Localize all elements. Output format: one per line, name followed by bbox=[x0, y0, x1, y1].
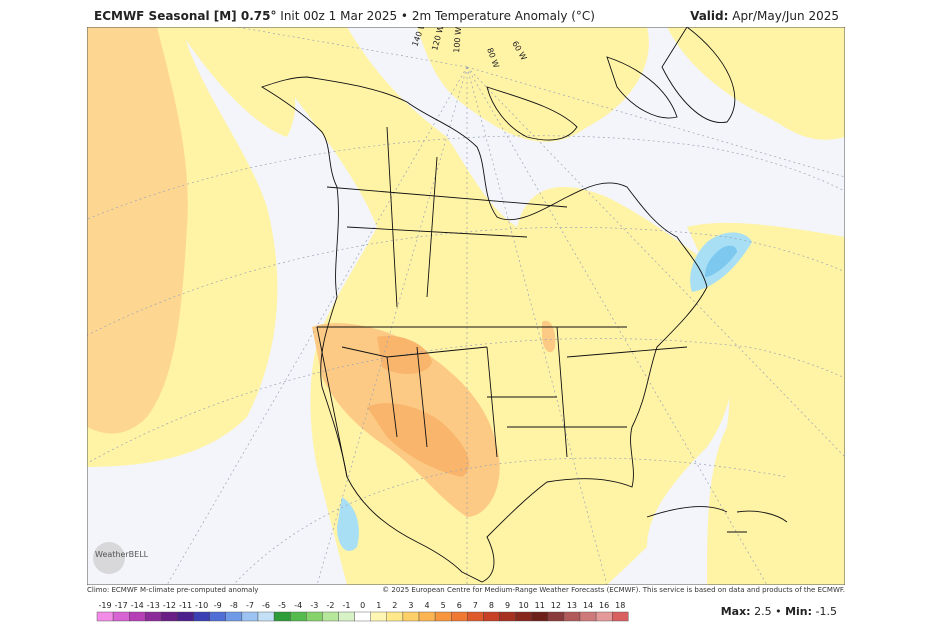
colorbar-label: 4 bbox=[425, 601, 430, 610]
colorbar-label: -19 bbox=[99, 601, 112, 610]
colorbar-swatch bbox=[193, 611, 210, 622]
colorbar-swatch bbox=[241, 611, 259, 622]
colorbar-swatch bbox=[579, 611, 597, 622]
logo-text: WeatherBELL bbox=[95, 550, 149, 559]
colorbar-label: -4 bbox=[294, 601, 302, 610]
colorbar-label: 10 bbox=[519, 601, 529, 610]
colorbar-label: -10 bbox=[195, 601, 208, 610]
colorbar-swatch bbox=[306, 611, 323, 622]
valid: Valid: Apr/May/Jun 2025 bbox=[690, 9, 839, 23]
colorbar-label: 16 bbox=[599, 601, 609, 610]
colorbar-swatch bbox=[338, 611, 355, 622]
colorbar-label: 3 bbox=[408, 601, 413, 610]
longitude-label: 100 W bbox=[452, 27, 463, 53]
colorbar-swatch bbox=[129, 611, 146, 622]
colorbar-swatch bbox=[145, 611, 162, 622]
colorbar-swatch bbox=[612, 611, 629, 622]
colorbar-label: 18 bbox=[615, 601, 625, 610]
colorbar-swatch bbox=[386, 611, 404, 622]
colorbar-label: 5 bbox=[441, 601, 446, 610]
colorbar-label: -12 bbox=[163, 601, 176, 610]
min-label: Min: bbox=[785, 605, 813, 618]
colorbar-label: -7 bbox=[246, 601, 254, 610]
colorbar-label: -5 bbox=[278, 601, 286, 610]
colorbar-swatch bbox=[257, 611, 275, 622]
colorbar-swatch bbox=[467, 611, 484, 622]
map: 140 W 120 W 100 W80 W 60 W WeatherBELL bbox=[87, 27, 845, 585]
colorbar-label: 8 bbox=[489, 601, 494, 610]
colorbar-swatch bbox=[322, 611, 339, 622]
graticule bbox=[87, 27, 845, 585]
valid-value: Apr/May/Jun 2025 bbox=[732, 9, 839, 23]
title-rest: Init 00z 1 Mar 2025 • 2m Temperature Ano… bbox=[280, 9, 595, 23]
climo: Climo: ECMWF M-climate pre-computed anom… bbox=[87, 586, 259, 594]
colorbar-label: 6 bbox=[457, 601, 462, 610]
colorbar-label: 14 bbox=[583, 601, 593, 610]
colorbar-label: -9 bbox=[214, 601, 222, 610]
colorbar-swatch bbox=[161, 611, 178, 622]
colorbar-label: -1 bbox=[343, 601, 351, 610]
colorbar-swatch bbox=[515, 611, 532, 622]
copyright: © 2025 European Centre for Medium-Range … bbox=[382, 586, 845, 594]
valid-label: Valid: bbox=[690, 9, 729, 23]
colorbar-label: 12 bbox=[551, 601, 561, 610]
logo: WeatherBELL bbox=[93, 542, 149, 574]
colorbar-swatch bbox=[595, 611, 613, 622]
colorbar-swatch bbox=[112, 611, 130, 622]
colorbar-swatch bbox=[289, 611, 307, 622]
colorbar-swatch bbox=[96, 611, 114, 622]
max-min: Max: 2.5 • Min: -1.5 bbox=[721, 605, 837, 618]
colorbar-swatch bbox=[563, 611, 581, 622]
colorbar-label: -14 bbox=[131, 601, 144, 610]
colorbar-swatch bbox=[531, 611, 549, 622]
colorbar-swatch bbox=[354, 611, 371, 622]
colorbar-swatch bbox=[370, 611, 388, 622]
colorbar-swatch bbox=[434, 611, 452, 622]
colorbar: -19 -17 -14 -13 -12 -11 -10 -9 -8 -7 -6 -5 -4 -3 -2 -1 0… bbox=[96, 601, 629, 622]
colorbar-swatch bbox=[451, 611, 468, 622]
colorbar-swatch bbox=[225, 611, 243, 622]
colorbar-label: 9 bbox=[505, 601, 510, 610]
colorbar-swatch bbox=[402, 611, 420, 622]
colorbar-label: -6 bbox=[262, 601, 270, 610]
colorbar-swatch bbox=[209, 611, 226, 622]
colorbar-label: -17 bbox=[115, 601, 128, 610]
min-value: -1.5 bbox=[815, 605, 837, 618]
colorbar-label: 11 bbox=[535, 601, 545, 610]
colorbar-swatch bbox=[273, 611, 291, 622]
colorbar-label: -3 bbox=[310, 601, 318, 610]
separator: • bbox=[775, 605, 782, 618]
colorbar-swatch bbox=[177, 611, 194, 622]
colorbar-swatch bbox=[499, 611, 516, 622]
colorbar-label: 2 bbox=[392, 601, 397, 610]
max-label: Max: bbox=[720, 605, 751, 618]
max-value: 2.5 bbox=[754, 605, 772, 618]
colorbar-swatch bbox=[483, 611, 500, 622]
colorbar-label: 1 bbox=[376, 601, 381, 610]
colorbar-label: -13 bbox=[147, 601, 160, 610]
colorbar-label: -11 bbox=[179, 601, 192, 610]
title-bold: ECMWF Seasonal [M] 0.75° bbox=[94, 9, 277, 23]
colorbar-label: -8 bbox=[230, 601, 238, 610]
colorbar-label: -2 bbox=[326, 601, 334, 610]
colorbar-label: 0 bbox=[360, 601, 365, 610]
anomaly-shading bbox=[87, 27, 845, 585]
colorbar-label: 13 bbox=[567, 601, 577, 610]
title: ECMWF Seasonal [M] 0.75° Init 00z 1 Mar … bbox=[94, 9, 595, 23]
colorbar-label: 7 bbox=[473, 601, 478, 610]
colorbar-swatch bbox=[418, 611, 436, 622]
colorbar-swatch bbox=[547, 611, 565, 622]
coastlines bbox=[260, 27, 788, 583]
